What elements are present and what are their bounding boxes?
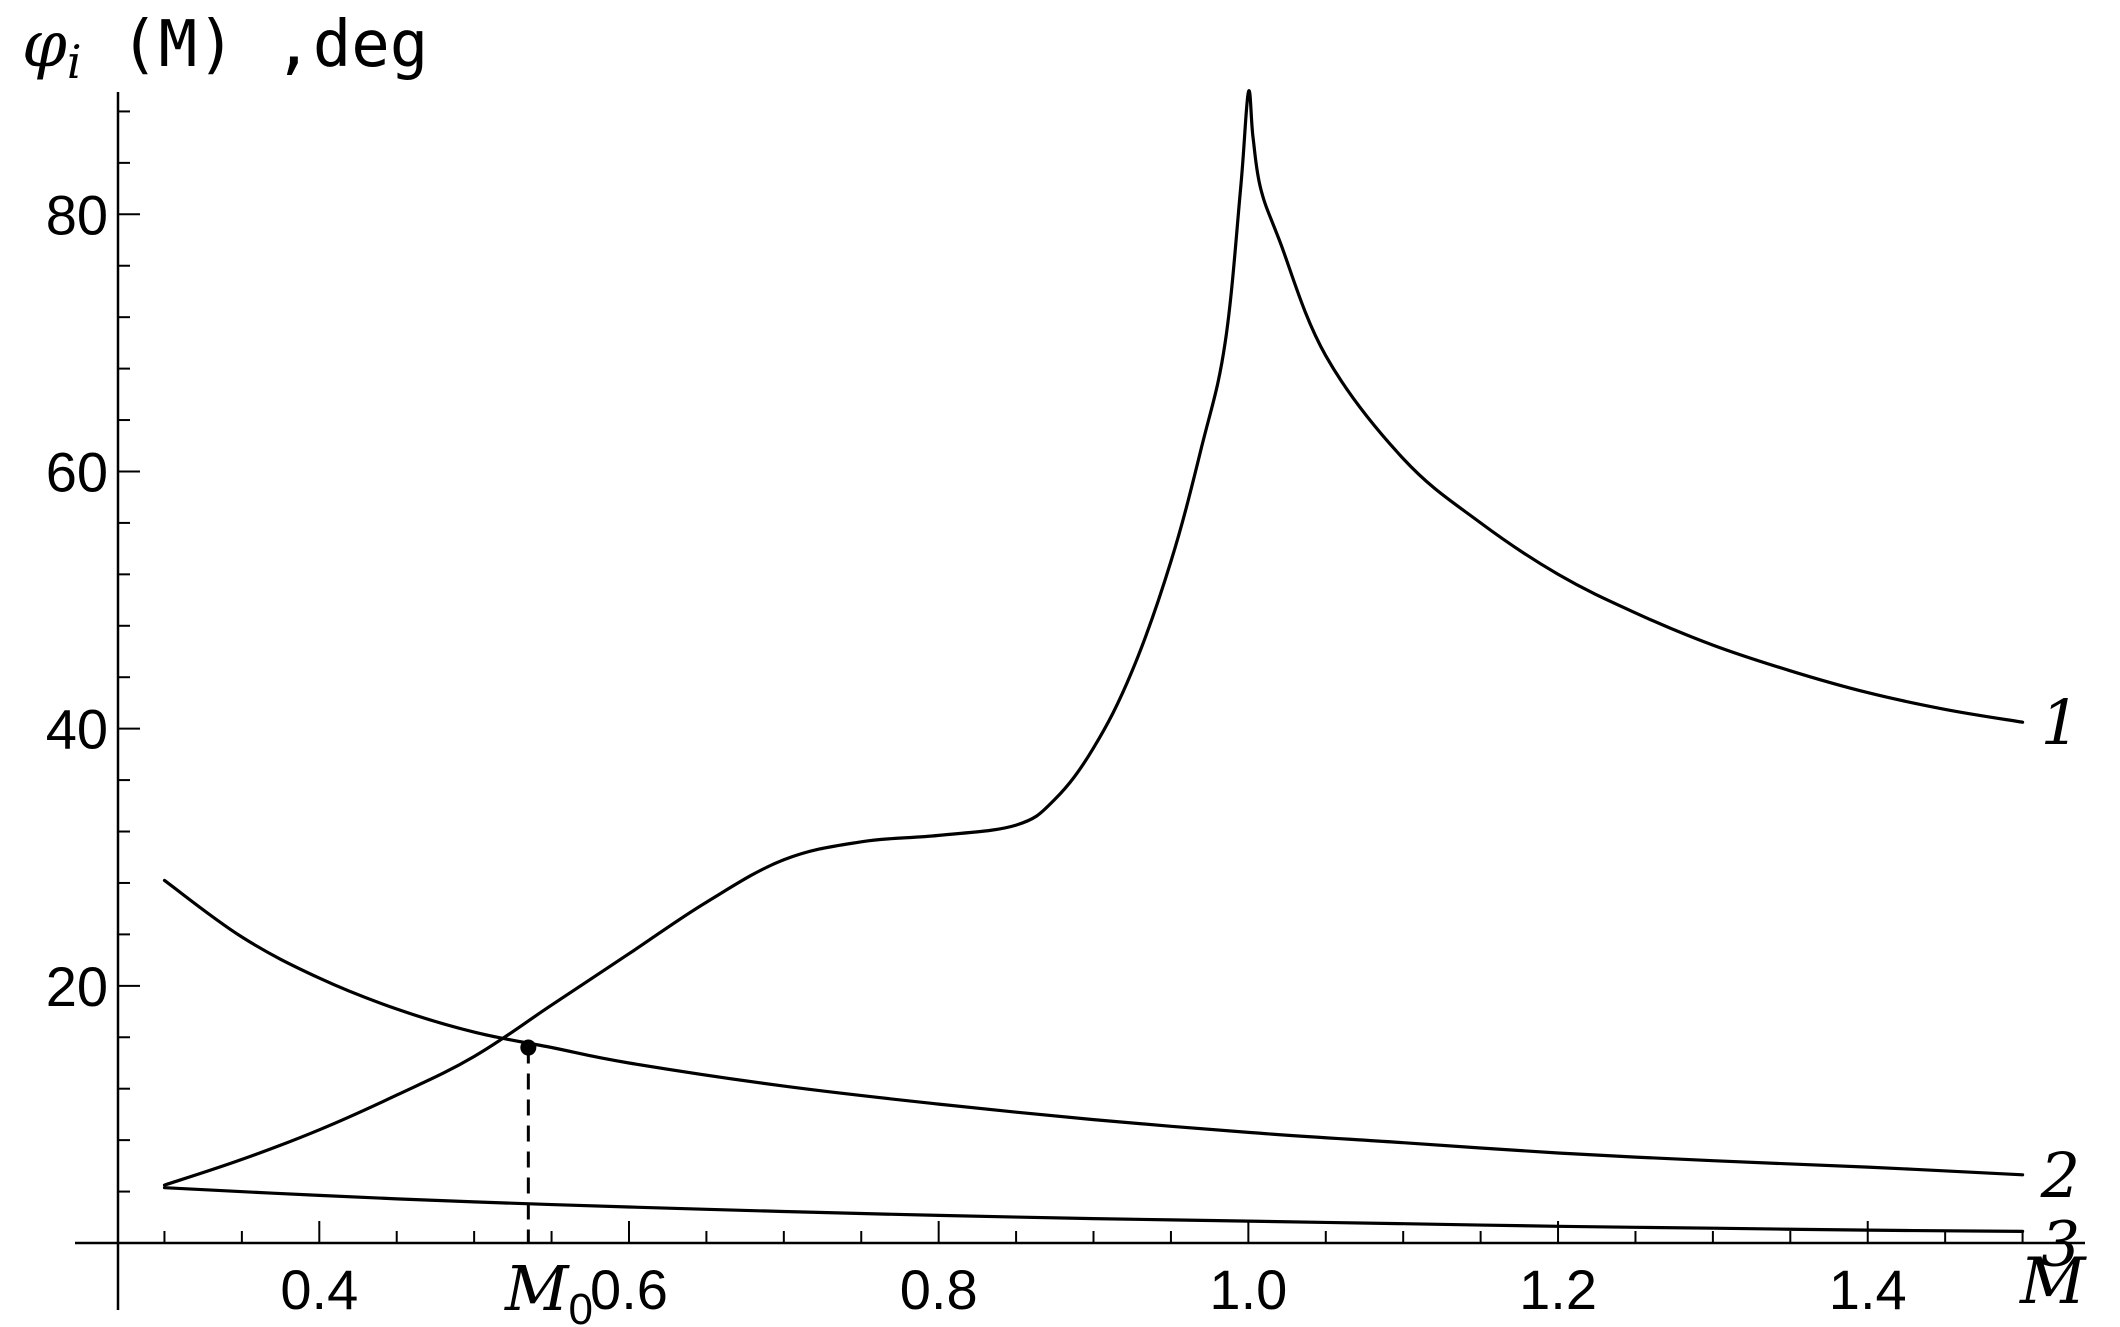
y-tick-label: 20 — [46, 955, 108, 1018]
axes — [75, 92, 2085, 1310]
x-tick-label: 0.6 — [590, 1258, 668, 1321]
curve-labels: 1 23 — [2040, 686, 2080, 1280]
curve-1 — [162, 89, 2025, 1187]
ticks — [118, 110, 2024, 1243]
m0-label: M0 — [504, 1252, 593, 1327]
x-tick-label: 0.8 — [900, 1258, 978, 1321]
y-tick-label: 40 — [46, 698, 108, 761]
curve-2 — [162, 878, 2025, 1177]
y-axis-label: φi (M) ,deg — [22, 8, 428, 89]
curve-label-2: 2 — [2040, 1139, 2080, 1212]
curves — [162, 89, 2025, 1233]
y-tick-label: 80 — [46, 183, 108, 246]
m0-label-subscript: 0 — [568, 1285, 592, 1327]
x-tick-label: 1.4 — [1829, 1258, 1907, 1321]
curve-label-3: 3 — [2041, 1207, 2080, 1280]
m0-point — [520, 1039, 537, 1056]
x-tick-label: 1.2 — [1519, 1258, 1597, 1321]
x-axis-label: M — [2019, 1245, 2087, 1319]
tick-labels: 0.4 0.6 0.8 1.0 1.2 1.4 20 40 60 80 — [46, 183, 1907, 1321]
curve-3 — [162, 1186, 2025, 1233]
y-tick-label: 60 — [46, 440, 108, 503]
curve-label-1: 1 — [2041, 686, 2080, 759]
y-axis-label-symbol: φ — [22, 8, 67, 82]
y-axis-label-rest: (M) ,deg — [82, 8, 429, 82]
x-tick-label: 0.4 — [280, 1258, 358, 1321]
y-axis-label-subscript: i — [67, 35, 82, 89]
x-tick-label: 1.0 — [1209, 1258, 1287, 1321]
markers — [520, 1039, 537, 1243]
